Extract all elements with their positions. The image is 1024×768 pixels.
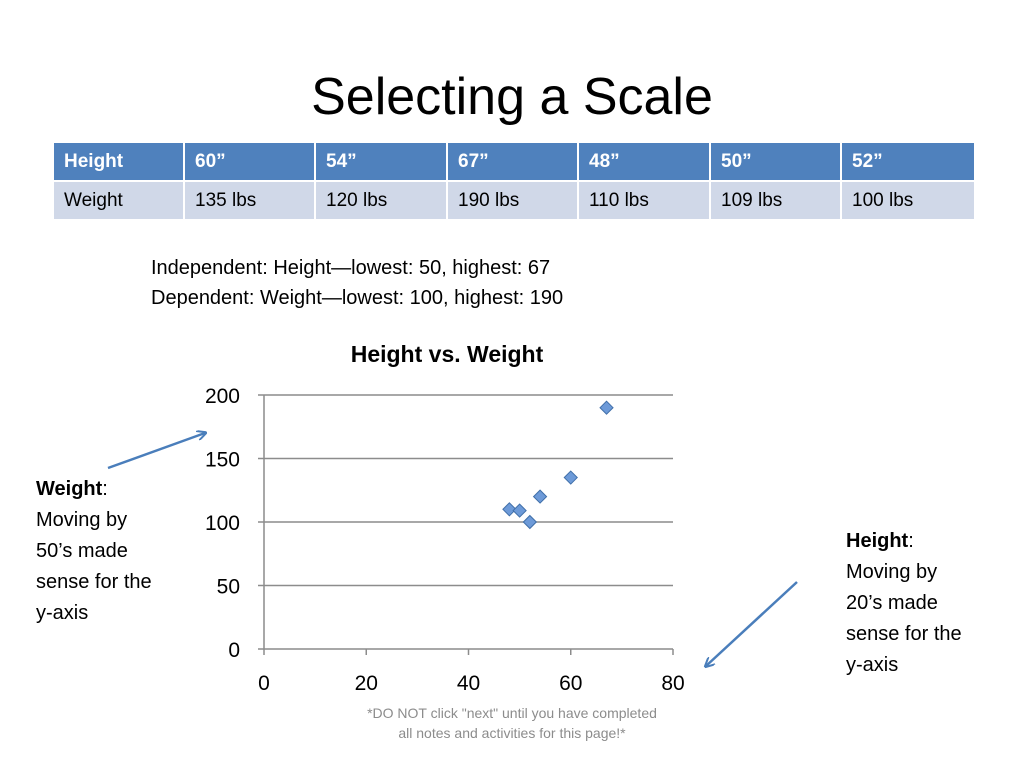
table-cell: 67” bbox=[446, 141, 579, 182]
slide-title: Selecting a Scale bbox=[311, 68, 713, 126]
data-point bbox=[599, 400, 614, 415]
x-tick-label: 0 bbox=[258, 672, 270, 695]
weight-note-label: Weight bbox=[36, 478, 103, 500]
data-point bbox=[512, 503, 527, 518]
data-point bbox=[532, 489, 548, 504]
table-cell: 54” bbox=[314, 141, 448, 182]
dependent-note: Dependent: Weight—lowest: 100, highest: … bbox=[151, 287, 564, 309]
height-note-label: Height bbox=[846, 530, 909, 552]
table-cell: 109 lbs bbox=[709, 180, 842, 221]
weight-note-text: : Moving by 50’s made sense for the y-ax… bbox=[36, 478, 152, 624]
table-cell: 120 lbs bbox=[314, 180, 448, 221]
table-cell: 100 lbs bbox=[840, 180, 976, 221]
data-point bbox=[502, 502, 517, 517]
table-cell: 190 lbs bbox=[446, 180, 579, 221]
x-tick-label: 80 bbox=[661, 672, 684, 695]
table-cell: 110 lbs bbox=[577, 180, 711, 221]
y-tick-label: 50 bbox=[217, 576, 240, 599]
independent-note: Independent: Height—lowest: 50, highest:… bbox=[151, 257, 551, 279]
data-table: Height 60” 54” 67” 48” 50” 52” Weight 13… bbox=[52, 141, 976, 221]
height-note: Height: Moving by 20’s made sense for th… bbox=[846, 526, 966, 681]
y-tick-label: 150 bbox=[205, 449, 240, 472]
weight-arrow bbox=[107, 433, 205, 470]
footer-note: *DO NOT click "next" until you have comp… bbox=[367, 705, 657, 741]
table-cell: Weight bbox=[52, 180, 185, 221]
height-note-text: : Moving by 20’s made sense for the y-ax… bbox=[846, 530, 962, 676]
table-header-row: Height 60” 54” 67” 48” 50” 52” bbox=[52, 141, 976, 182]
table-cell: 48” bbox=[577, 141, 711, 182]
y-tick-label: 200 bbox=[205, 385, 240, 408]
table-cell: 60” bbox=[183, 141, 316, 182]
table-row: Weight 135 lbs 120 lbs 190 lbs 110 lbs 1… bbox=[52, 180, 976, 221]
y-tick-label: 0 bbox=[228, 639, 240, 662]
chart-title: Height vs. Weight bbox=[351, 341, 544, 367]
y-tick-label: 100 bbox=[205, 512, 240, 535]
data-point bbox=[522, 514, 538, 530]
x-tick-label: 40 bbox=[457, 672, 480, 695]
data-point bbox=[563, 470, 578, 485]
table-cell: Height bbox=[52, 141, 185, 182]
height-arrow bbox=[706, 581, 798, 666]
table-cell: 135 lbs bbox=[183, 180, 316, 221]
table-cell: 52” bbox=[840, 141, 976, 182]
x-tick-label: 20 bbox=[355, 672, 378, 695]
x-tick-label: 60 bbox=[559, 672, 582, 695]
weight-note: Weight: Moving by 50’s made sense for th… bbox=[36, 474, 156, 629]
table-cell: 50” bbox=[709, 141, 842, 182]
